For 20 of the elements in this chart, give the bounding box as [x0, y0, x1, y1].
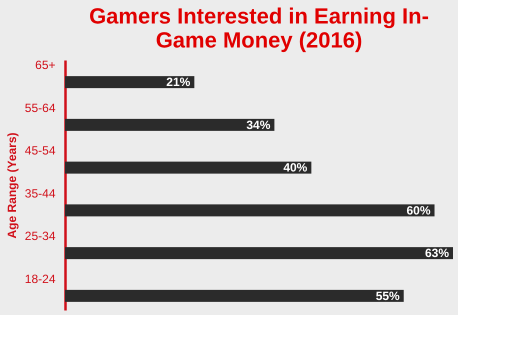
y-tick-label: 55-64 — [24, 100, 56, 115]
data-label: 60% — [406, 203, 431, 218]
bar — [65, 118, 274, 131]
y-axis-title: Age Range (Years) — [4, 132, 19, 239]
bar — [65, 76, 194, 88]
chart-title: Gamers Interested in Earning In-Game Money (2016) — [89, 4, 429, 53]
bar — [65, 162, 312, 174]
y-tick-label: 25-34 — [24, 229, 56, 244]
data-label: 34% — [246, 118, 271, 132]
data-label: 21% — [166, 75, 191, 90]
bar — [65, 290, 404, 302]
data-label: 40% — [283, 160, 308, 175]
y-tick-label: 18-24 — [24, 272, 56, 286]
data-label: 63% — [424, 246, 450, 260]
bar — [65, 247, 453, 260]
bar — [65, 204, 435, 216]
y-tick-label: 35-44 — [24, 186, 56, 200]
data-label: 55% — [376, 288, 400, 303]
y-tick-label: 45-54 — [24, 144, 56, 158]
y-tick-label: 65+ — [35, 58, 56, 72]
